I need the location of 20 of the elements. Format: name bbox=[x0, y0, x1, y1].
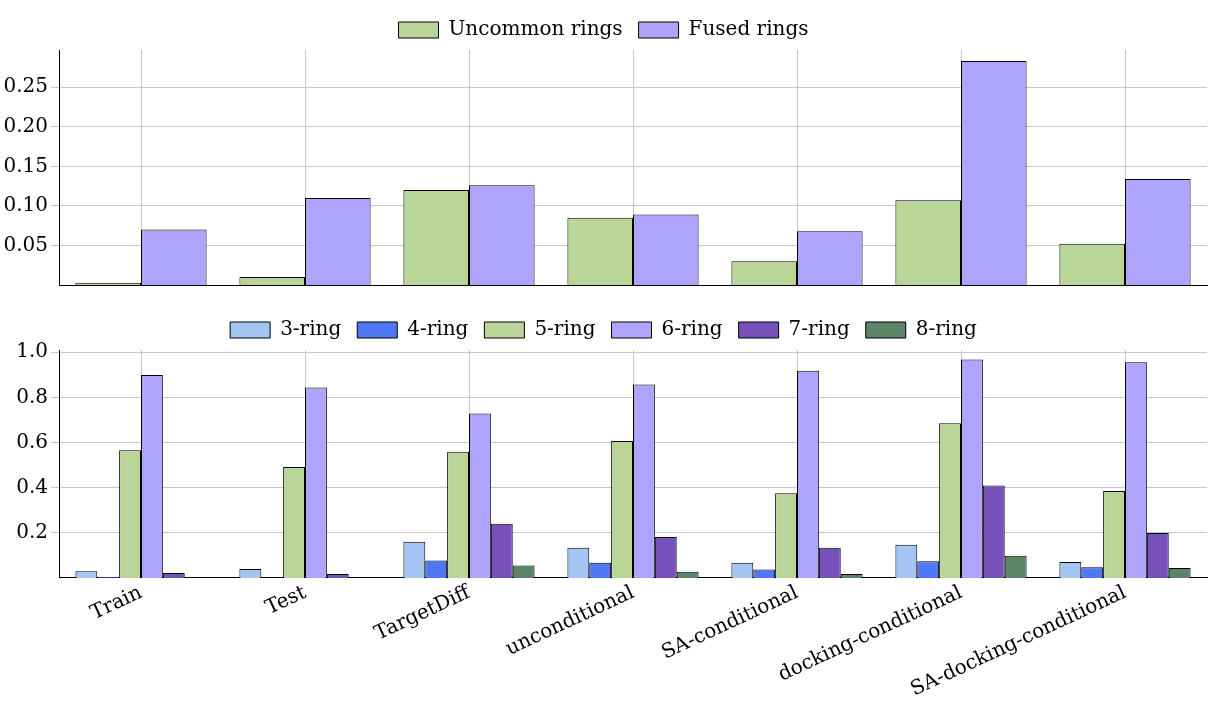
legend-label: Uncommon rings bbox=[448, 16, 623, 41]
legend-label: 4-ring bbox=[407, 316, 469, 341]
y-tick-label: 0.10 bbox=[3, 192, 48, 217]
legend-label: Fused rings bbox=[688, 16, 809, 41]
legend-label: 7-ring bbox=[788, 316, 850, 341]
legend-label: 8-ring bbox=[915, 316, 978, 341]
y-tick-label: 0.8 bbox=[16, 383, 48, 408]
y-tick-label: 0.20 bbox=[3, 112, 48, 137]
legend-label: 6-ring bbox=[661, 316, 723, 341]
legend-label: 3-ring bbox=[280, 316, 342, 341]
x-tick-label: Train bbox=[86, 579, 146, 624]
legend-label: 5-ring bbox=[534, 316, 596, 341]
y-tick-label: 0.4 bbox=[16, 473, 48, 498]
y-tick-label: 1.0 bbox=[16, 338, 48, 363]
y-tick-label: 0.25 bbox=[3, 73, 48, 98]
x-tick-label: Test bbox=[261, 579, 310, 619]
y-tick-label: 0.6 bbox=[16, 428, 48, 453]
y-tick-label: 0.2 bbox=[16, 519, 48, 544]
y-tick-label: 0.15 bbox=[3, 152, 48, 177]
y-tick-label: 0.05 bbox=[3, 231, 48, 256]
